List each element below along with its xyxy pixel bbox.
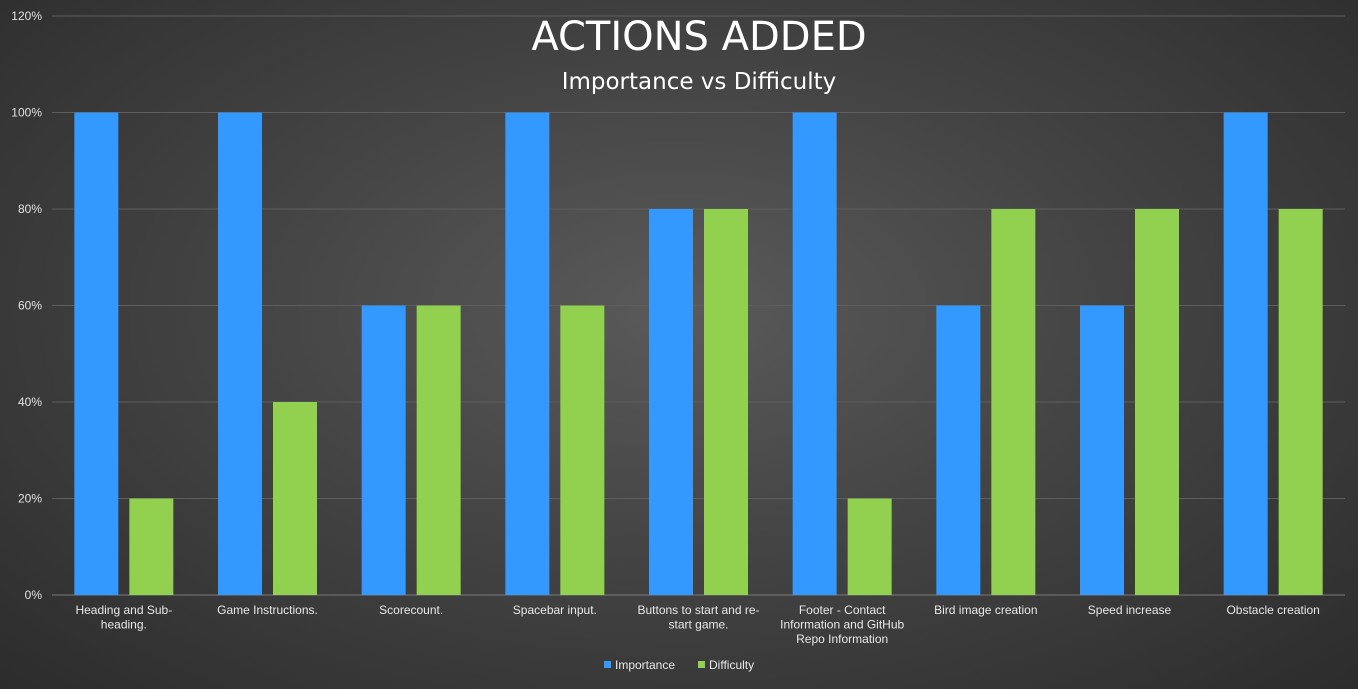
y-tick-label: 40%: [18, 395, 42, 409]
bar-importance: [218, 112, 262, 595]
y-tick-label: 0%: [25, 588, 43, 602]
x-tick-label: Game Instructions.: [217, 603, 318, 617]
chart-title: ACTIONS ADDED: [531, 14, 866, 60]
bar-difficulty: [704, 209, 748, 595]
x-tick-label: Spacebar input.: [513, 603, 597, 617]
legend-entry: Importance: [615, 658, 675, 672]
x-tick-label: Heading and Sub-heading.: [75, 603, 172, 632]
y-axis-ticks: 0% 20% 40% 60% 80% 100% 120%: [11, 9, 42, 602]
bar-difficulty: [129, 498, 174, 595]
bar-difficulty: [847, 498, 892, 595]
bar-difficulty: [416, 305, 461, 595]
bar-importance: [361, 305, 406, 595]
y-tick-label: 120%: [11, 9, 42, 23]
bar-importance: [74, 112, 119, 595]
bar-importance: [792, 112, 837, 595]
bar-difficulty: [991, 209, 1036, 595]
bar-importance: [936, 305, 981, 595]
x-tick-label: Speed increase: [1088, 603, 1172, 617]
legend-swatch: [698, 661, 705, 668]
bar-difficulty: [1278, 209, 1323, 595]
gridlines: [52, 15, 1345, 596]
y-tick-label: 100%: [11, 106, 42, 120]
x-tick-label: Scorecount.: [379, 603, 443, 617]
x-axis-labels: Heading and Sub-heading. Game Instruction…: [75, 603, 1319, 646]
x-tick-label: Bird image creation: [934, 603, 1037, 617]
legend-entry: Difficulty: [709, 658, 754, 672]
legend: Importance Difficulty: [604, 658, 754, 672]
bar-importance: [1223, 112, 1268, 595]
y-tick-label: 80%: [18, 202, 42, 216]
x-tick-label: Footer - Contact Information and GitHub Re…: [780, 603, 904, 646]
y-tick-label: 60%: [18, 299, 42, 313]
x-tick-label: Buttons to start and re-start game.: [637, 603, 759, 632]
bar-importance: [649, 209, 693, 595]
bar-difficulty: [273, 402, 317, 595]
bars: [74, 112, 1323, 595]
y-tick-label: 20%: [18, 492, 42, 506]
bar-importance: [505, 112, 550, 595]
bar-difficulty: [560, 305, 605, 595]
legend-swatch: [604, 661, 611, 668]
chart-subtitle: Importance vs Difficulty: [562, 69, 837, 95]
bar-difficulty: [1135, 209, 1179, 595]
x-tick-label: Obstacle creation: [1226, 603, 1319, 617]
bar-importance: [1080, 305, 1124, 595]
